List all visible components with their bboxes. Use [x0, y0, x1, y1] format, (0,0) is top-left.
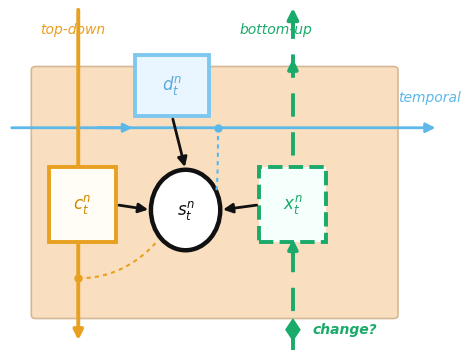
Text: $s_t^n$: $s_t^n$	[177, 198, 195, 222]
Ellipse shape	[151, 170, 220, 250]
Text: $x_t^n$: $x_t^n$	[283, 193, 303, 216]
Polygon shape	[286, 319, 300, 340]
FancyBboxPatch shape	[49, 167, 116, 242]
Text: $d_t^n$: $d_t^n$	[162, 74, 182, 97]
Text: bottom-up: bottom-up	[239, 23, 312, 37]
Text: change?: change?	[312, 323, 377, 337]
FancyBboxPatch shape	[135, 55, 209, 116]
FancyBboxPatch shape	[31, 66, 398, 318]
Text: temporal: temporal	[398, 91, 461, 105]
Text: top-down: top-down	[40, 23, 105, 37]
FancyBboxPatch shape	[259, 167, 327, 242]
Text: $c_t^n$: $c_t^n$	[73, 193, 92, 216]
